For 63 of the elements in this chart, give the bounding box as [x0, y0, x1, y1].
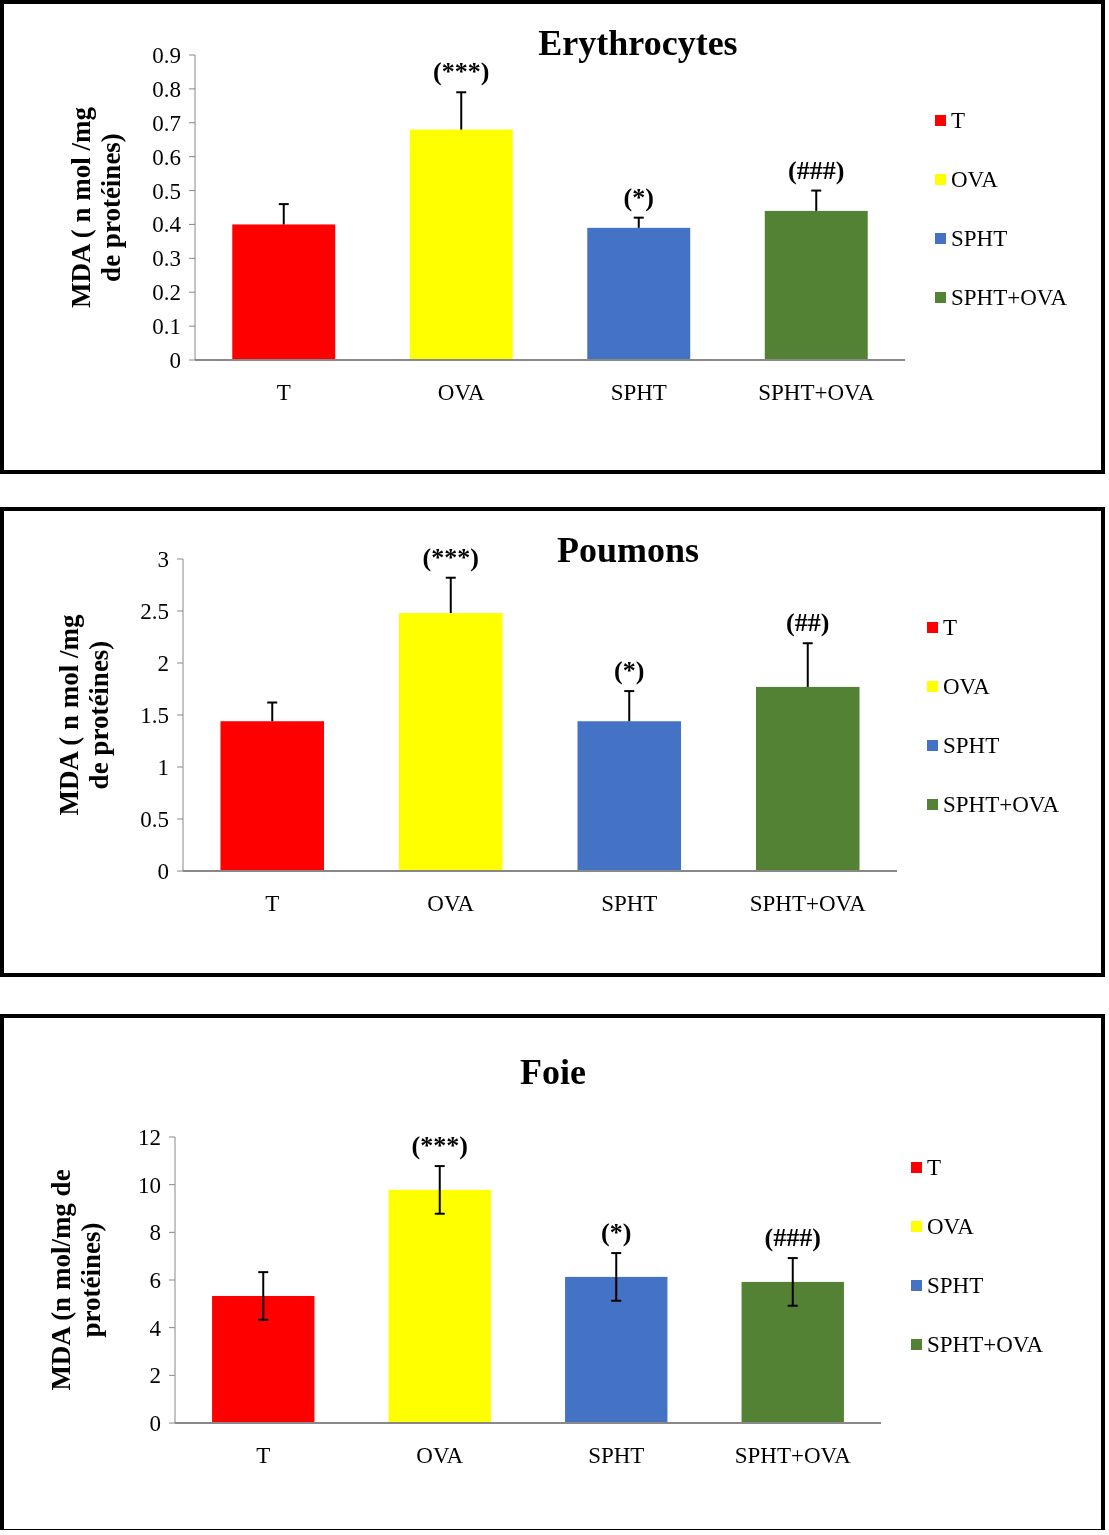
y-tick-label: 0.8 — [152, 76, 181, 102]
legend-label: SPHT+OVA — [927, 1332, 1044, 1358]
annotation: (***) — [411, 1131, 468, 1161]
legend-label: SPHT — [943, 733, 1000, 759]
legend-label: SPHT+OVA — [943, 792, 1060, 818]
annotation: (*) — [601, 1218, 632, 1248]
legend-label: SPHT — [951, 226, 1008, 252]
y-tick-label: 1 — [157, 755, 169, 781]
y-tick-label: 2 — [149, 1363, 161, 1389]
y-axis-title: MDA (n mol/mg de protéines) — [46, 1169, 106, 1391]
chart-title: Poumons — [556, 530, 700, 570]
legend-label: OVA — [951, 167, 999, 193]
legend-label: OVA — [927, 1214, 975, 1240]
annotation: (*) — [623, 182, 654, 212]
y-tick-label: 0.7 — [152, 110, 181, 136]
y-tick-label: 0.6 — [152, 144, 181, 170]
x-tick-label: SPHT+OVA — [734, 1443, 852, 1468]
x-tick-label: T — [276, 380, 291, 405]
y-tick-label: 3 — [157, 547, 169, 573]
y-tick-label: 8 — [149, 1220, 161, 1246]
legend-label: T — [951, 108, 966, 134]
y-tick-label: 0.3 — [152, 246, 181, 272]
y-tick-label: 4 — [149, 1315, 162, 1341]
y-tick-label: 2 — [157, 651, 169, 677]
x-tick-label: OVA — [437, 380, 486, 405]
y-tick-label: 0 — [169, 348, 181, 374]
x-tick-label: OVA — [416, 1443, 464, 1468]
x-tick-label: SPHT — [601, 891, 658, 916]
chart-title: Foie — [520, 1052, 586, 1092]
y-axis-title: MDA ( n mol /mg de protéines) — [66, 106, 126, 308]
legend-label: SPHT — [927, 1273, 984, 1299]
y-tick-label: 0.1 — [152, 314, 181, 340]
y-tick-label: 0 — [157, 859, 169, 885]
chart-title: Erythrocytes — [538, 23, 738, 63]
y-tick-label: 0.2 — [152, 280, 181, 306]
x-tick-label: SPHT — [610, 380, 667, 405]
x-tick-label: T — [256, 1443, 271, 1468]
legend-label: T — [943, 615, 958, 641]
annotation: (###) — [788, 155, 845, 185]
y-tick-label: 10 — [138, 1172, 161, 1198]
x-tick-label: SPHT — [588, 1443, 645, 1468]
y-tick-label: 0.4 — [152, 212, 182, 238]
annotation: (*) — [614, 656, 645, 686]
y-tick-label: 0.5 — [140, 807, 169, 833]
legend-label: SPHT+OVA — [951, 285, 1068, 311]
y-tick-label: 0.5 — [152, 178, 181, 204]
y-tick-label: 2.5 — [140, 599, 169, 625]
annotation: (***) — [433, 57, 490, 87]
x-tick-label: OVA — [427, 891, 475, 916]
legend-label: T — [927, 1155, 942, 1181]
y-tick-label: 1.5 — [140, 703, 169, 729]
legend-label: OVA — [943, 674, 991, 700]
y-axis-title: MDA ( n mol /mg de protéines) — [54, 614, 114, 816]
y-tick-label: 6 — [149, 1268, 161, 1294]
y-tick-label: 0.9 — [152, 43, 181, 69]
annotation: (###) — [764, 1223, 821, 1253]
y-tick-label: 0 — [149, 1411, 161, 1437]
x-tick-label: SPHT+OVA — [758, 380, 875, 405]
annotation: (***) — [422, 542, 479, 572]
x-tick-label: T — [265, 891, 280, 916]
y-tick-label: 12 — [138, 1125, 161, 1151]
annotation: (##) — [786, 608, 830, 638]
x-tick-label: SPHT+OVA — [749, 891, 867, 916]
